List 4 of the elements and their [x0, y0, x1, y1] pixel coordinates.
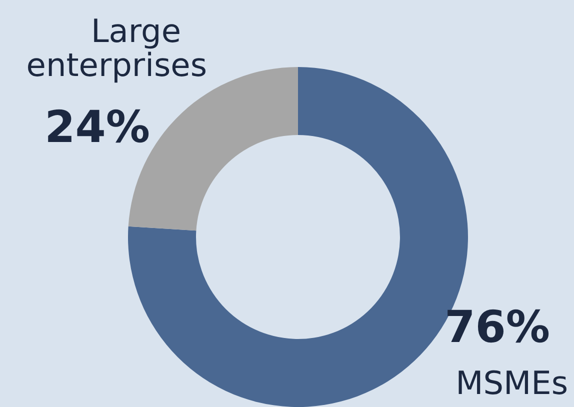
slice-label: MSMEs — [456, 364, 568, 402]
slice-label: Large enterprises — [26, 12, 207, 84]
data-label: 24% — [44, 102, 150, 153]
data-label: 76% — [444, 302, 550, 353]
